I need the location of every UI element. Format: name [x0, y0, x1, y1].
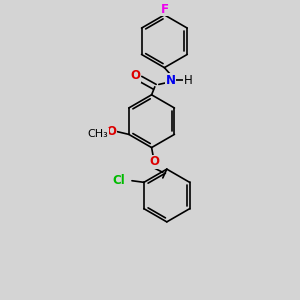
- Text: O: O: [130, 69, 141, 82]
- Text: F: F: [160, 3, 168, 16]
- Text: CH₃: CH₃: [87, 129, 108, 139]
- Text: O: O: [106, 125, 116, 138]
- Text: H: H: [184, 74, 193, 87]
- Text: Cl: Cl: [113, 174, 126, 187]
- Text: O: O: [149, 155, 159, 168]
- Text: N: N: [166, 74, 176, 87]
